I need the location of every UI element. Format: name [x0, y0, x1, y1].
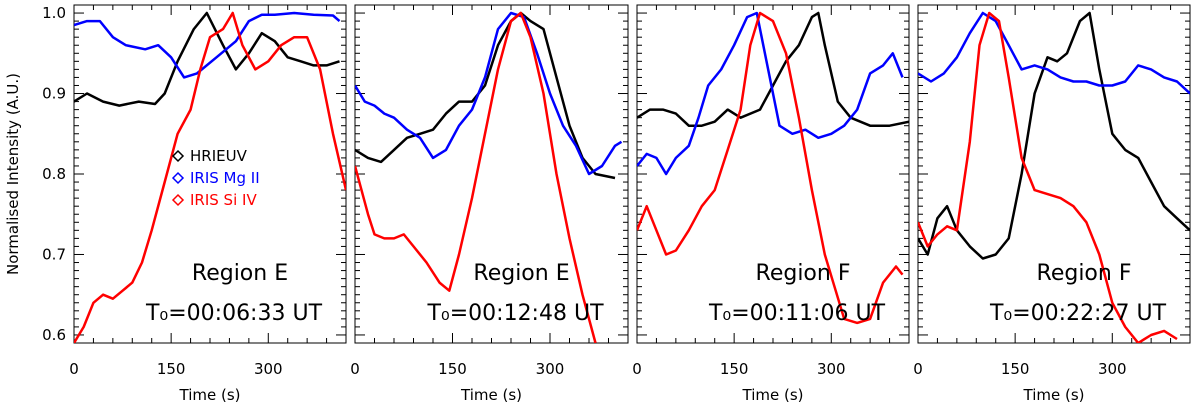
t0-label: T₀=00:06:33 UT [145, 301, 323, 326]
series-line-hrieuv [918, 11, 1190, 260]
x-tick-label: 300 [817, 360, 846, 378]
x-tick-label: 300 [1098, 360, 1127, 378]
y-tick-label: 0.8 [42, 165, 66, 183]
series-group [637, 11, 909, 325]
series-line-hrieuv [637, 11, 909, 127]
x-tick-label: 0 [632, 360, 642, 378]
series-group [74, 11, 346, 343]
series-line-iris-mg-ii [637, 11, 904, 176]
legend-diamond-icon [171, 193, 185, 207]
y-axis-label: Normalised Intensity (A.U.) [4, 73, 22, 275]
series-line-iris-si-iv [918, 11, 1178, 343]
y-tick-label: 0.6 [42, 326, 66, 344]
x-axis-label: Time (s) [1023, 386, 1085, 404]
legend-diamond-icon [171, 171, 185, 185]
panel-1: 0 150 300 Time (s) 1.0 0.9 0.8 0.7 0.6 Region E T₀… [42, 4, 347, 404]
series-line-iris-si-iv [355, 11, 597, 343]
panel-3: 0 150 300 Time (s) Region F T₀=00:11:06 UT [632, 4, 910, 404]
series-line-iris-si-iv [74, 11, 346, 343]
region-label: Region E [473, 261, 569, 286]
t0-label: T₀=00:22:27 UT [989, 301, 1167, 326]
y-tick-label: 0.7 [42, 245, 66, 263]
y-tick-label: 0.9 [42, 85, 66, 103]
legend-entry-label: IRIS Si IV [190, 191, 257, 209]
legend-entry-label: HRIEUV [190, 147, 248, 165]
x-axis-label: Time (s) [460, 386, 522, 404]
x-tick-label: 0 [69, 360, 79, 378]
series-line-iris-si-iv [637, 11, 904, 325]
legend: HRIEUV IRIS Mg II IRIS Si IV [171, 147, 260, 209]
panel-4: 0 150 300 Time (s) Region F T₀=00:22:27 UT [913, 4, 1191, 404]
x-axis-label: Time (s) [742, 386, 804, 404]
x-tick-label: 300 [254, 360, 283, 378]
x-tick-label: 150 [438, 360, 467, 378]
t0-label: T₀=00:11:06 UT [708, 301, 886, 326]
t0-label: T₀=00:12:48 UT [426, 301, 604, 326]
x-tick-label: 150 [1001, 360, 1030, 378]
legend-diamond-icon [171, 149, 185, 163]
panel-frame [636, 4, 910, 344]
series-group [355, 11, 623, 343]
legend-entry-label: IRIS Mg II [190, 169, 260, 187]
series-line-hrieuv [355, 11, 616, 180]
y-tick-label: 1.0 [42, 4, 66, 22]
region-label: Region F [756, 261, 851, 286]
series-group [918, 11, 1190, 343]
series-line-iris-mg-ii [918, 11, 1190, 95]
x-tick-label: 300 [536, 360, 565, 378]
series-line-hrieuv [74, 11, 340, 107]
x-tick-label: 0 [913, 360, 923, 378]
x-tick-label: 0 [350, 360, 360, 378]
x-tick-label: 150 [157, 360, 186, 378]
region-label: Region F [1037, 261, 1132, 286]
panel-2: 0 150 300 Time (s) Region E T₀=00:12:48 UT [350, 4, 629, 404]
series-line-iris-mg-ii [74, 11, 341, 79]
series-line-iris-mg-ii [355, 11, 623, 176]
panels-group: 0 150 300 Time (s) 1.0 0.9 0.8 0.7 0.6 Region E T₀… [42, 4, 1191, 404]
x-tick-label: 150 [720, 360, 749, 378]
x-axis-label: Time (s) [179, 386, 241, 404]
region-label: Region E [192, 261, 288, 286]
